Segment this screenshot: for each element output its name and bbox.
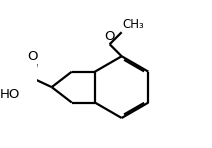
Text: O: O (104, 30, 115, 44)
Text: O: O (27, 50, 38, 63)
Text: CH₃: CH₃ (122, 18, 144, 32)
Text: HO: HO (0, 88, 20, 101)
